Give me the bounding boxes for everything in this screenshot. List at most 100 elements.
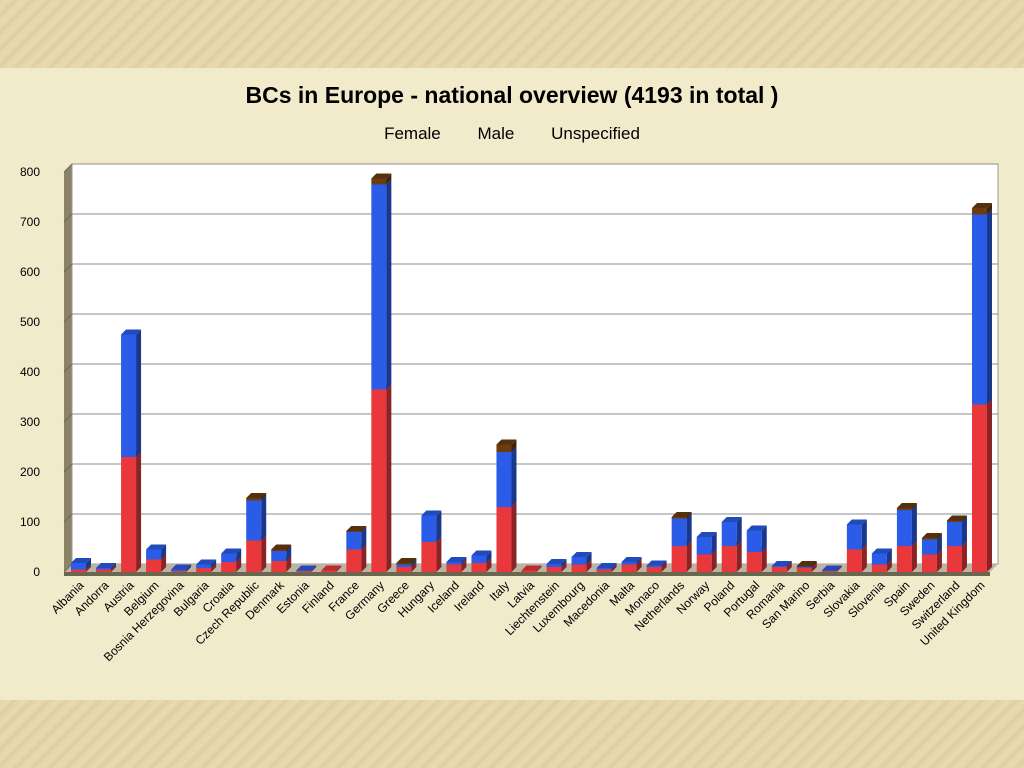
bar-segment (971, 404, 987, 572)
bar-segment-side (961, 541, 967, 572)
bar-segment (396, 567, 412, 572)
bar-segment (621, 562, 637, 565)
bar-segment (846, 549, 862, 572)
bar-segment (946, 522, 962, 546)
bar-segment (921, 538, 937, 540)
bar-segment-top (871, 548, 892, 554)
bar-segment (796, 566, 812, 567)
bar-segment-side (986, 203, 992, 215)
bar-segment (496, 507, 512, 572)
bar-segment (171, 571, 187, 572)
bar-segment (921, 539, 937, 555)
bar-segment (271, 551, 287, 561)
bar-segment (646, 567, 662, 572)
bar-segment-side (311, 566, 317, 572)
bar-segment-side (911, 503, 917, 510)
bar-segment (371, 184, 387, 390)
bar-segment (371, 178, 387, 185)
bar-segment (96, 568, 112, 570)
bar-segment-top (671, 512, 692, 517)
bar-segment-top (446, 557, 467, 562)
bar-segment-side (411, 559, 417, 567)
bar-segment-side (161, 554, 167, 572)
bar-segment (71, 563, 87, 570)
bar-segment (596, 568, 612, 570)
bar-segment (171, 569, 187, 571)
bar-segment (396, 564, 412, 567)
bar-segment-side (636, 557, 642, 565)
bar-segment-side (711, 532, 717, 555)
bar-segment (721, 546, 737, 572)
bar-segment-top (746, 525, 767, 531)
bar-segment (446, 564, 462, 572)
bar-segment (696, 537, 712, 555)
bar-segment (271, 549, 287, 551)
bar-segment-side (186, 564, 192, 571)
bar-segment-side (811, 563, 817, 572)
bar-segment-side (611, 563, 617, 570)
bar-segment-top (621, 557, 642, 562)
bar-segment-side (736, 541, 742, 572)
bar-segment-side (111, 563, 117, 570)
bar-segment-side (886, 548, 892, 565)
bar-segment-side (536, 565, 542, 572)
bar-segment (296, 571, 312, 572)
bar-segment (621, 564, 637, 572)
bar-segment-side (686, 513, 692, 546)
legend-item-male: Male (477, 124, 515, 143)
bar-segment (796, 568, 812, 572)
bar-segment-top (971, 203, 992, 208)
bar-segment (346, 531, 362, 532)
bar-segment-side (986, 399, 992, 572)
bar-segment-side (261, 495, 267, 541)
bar-segment-top (121, 329, 142, 335)
bar-segment-top (596, 563, 617, 568)
bar-segment (921, 554, 937, 572)
bar-segment (721, 522, 737, 546)
gridline-side (63, 163, 73, 173)
bar-segment-top (496, 439, 517, 445)
background-texture-top (0, 0, 1024, 68)
bar-segment-side (911, 505, 917, 546)
bar-segment (246, 540, 262, 572)
bar-segment-side (811, 562, 817, 568)
bar-segment (271, 561, 287, 572)
bar-segment-top (546, 559, 567, 564)
bar-segment-top (71, 558, 92, 563)
bar-segment-side (511, 447, 517, 507)
bar-segment-side (236, 548, 242, 562)
bar-segment-top (696, 532, 717, 537)
bar-segment (796, 567, 812, 568)
bar-segment-side (211, 563, 217, 572)
gridline-side (63, 213, 73, 223)
bar-segment-side (486, 550, 492, 563)
bar-segment-side (961, 515, 967, 522)
chart-legend: Female Male Unspecified (0, 124, 1024, 144)
bar-segment (221, 553, 237, 562)
bar-segment-side (736, 517, 742, 546)
bar-segment (121, 457, 137, 572)
gridline-side (63, 563, 73, 573)
bar-segment-side (661, 562, 667, 572)
bar-segment-side (361, 527, 367, 550)
bar-segment-top (221, 548, 242, 554)
bar-segment (771, 566, 787, 567)
bar-segment-side (861, 519, 867, 550)
bar-segment-side (486, 558, 492, 572)
bar-segment-side (336, 565, 342, 572)
bar-segment-side (836, 566, 842, 572)
bar-segment-top (146, 544, 167, 550)
bar-segment (471, 555, 487, 563)
bar-segment-side (936, 534, 942, 555)
bar-segment-side (361, 526, 367, 532)
bar-segment-side (386, 173, 392, 185)
background-texture-bottom (0, 700, 1024, 768)
bar-segment (421, 515, 437, 542)
bar-segment-side (436, 510, 442, 542)
bar-segment (821, 571, 837, 572)
bar-segment-top (896, 503, 917, 508)
y-tick-label: 200 (20, 465, 40, 479)
bar-segment-side (86, 564, 92, 572)
bar-segment (496, 452, 512, 507)
bar-segment (521, 570, 537, 572)
